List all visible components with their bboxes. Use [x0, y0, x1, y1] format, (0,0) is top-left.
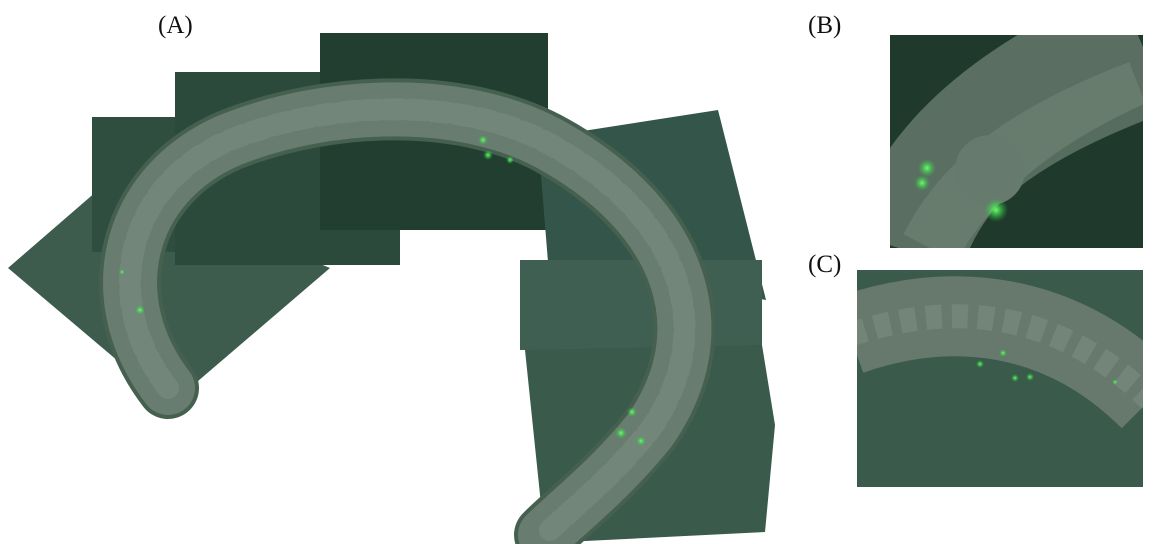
- spot: [483, 150, 493, 160]
- spot: [478, 135, 488, 145]
- spot: [918, 159, 936, 177]
- spot: [1112, 379, 1118, 385]
- spot: [627, 407, 637, 417]
- spot: [999, 349, 1007, 357]
- panel-label: (C): [808, 251, 841, 278]
- panel-label: (A): [158, 12, 193, 39]
- tile: [8, 178, 330, 405]
- spot: [976, 360, 984, 368]
- spot: [1026, 373, 1034, 381]
- panel-label: (B): [808, 12, 841, 39]
- worm-texture: [857, 304, 1143, 409]
- spot: [914, 175, 930, 191]
- spot: [636, 436, 646, 446]
- panel-c-image: [857, 270, 1143, 487]
- spot: [1011, 374, 1019, 382]
- spot: [119, 269, 125, 275]
- fluorescent-spots: [119, 135, 646, 446]
- spot: [615, 427, 627, 439]
- panel-b-image: [890, 35, 1143, 248]
- tile: [520, 260, 762, 350]
- pharynx-bulb: [955, 135, 1025, 205]
- spot: [984, 198, 1008, 222]
- spot: [506, 156, 514, 164]
- spot: [135, 305, 145, 315]
